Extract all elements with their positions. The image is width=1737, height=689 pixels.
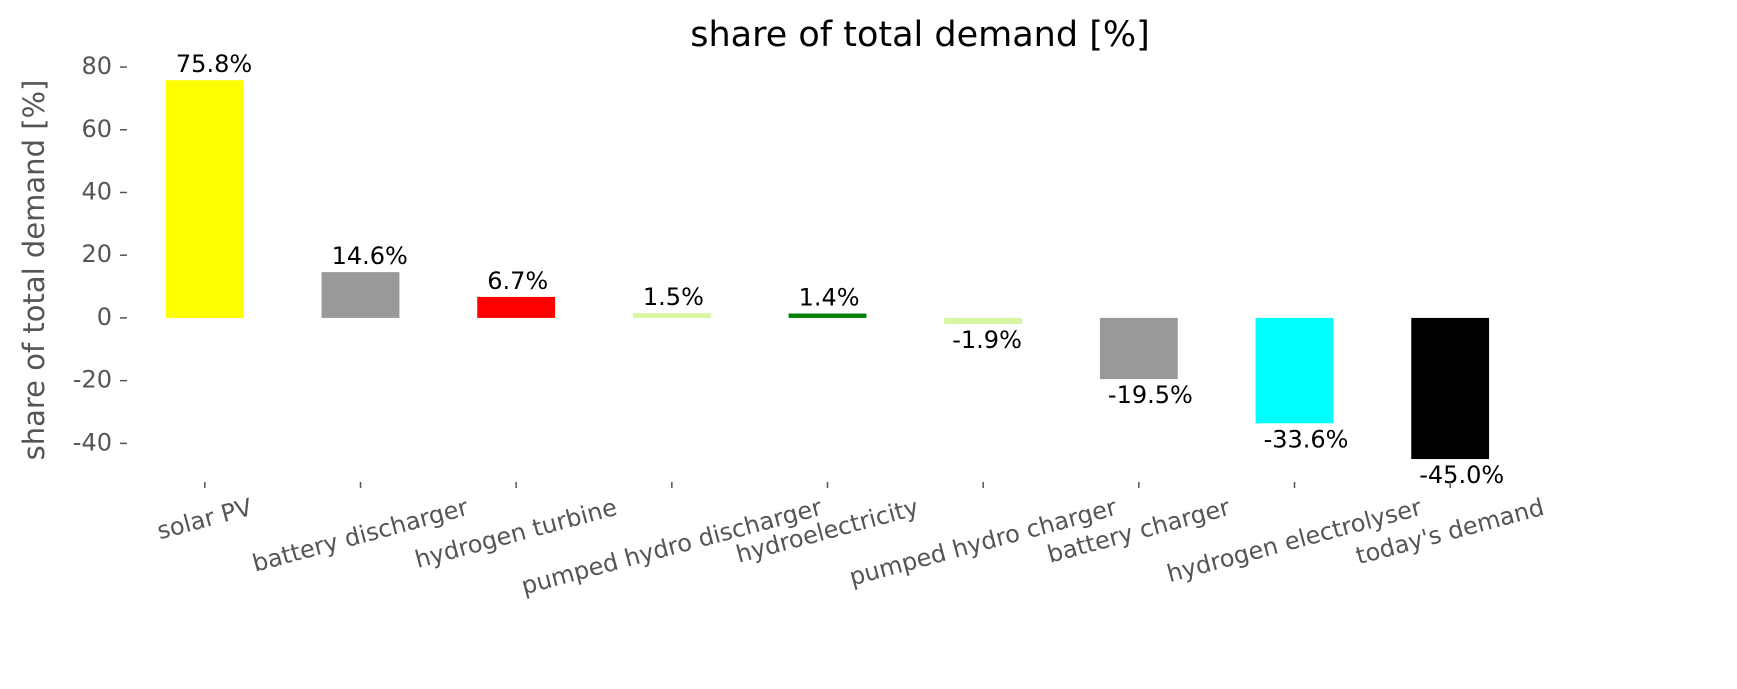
bar	[477, 296, 556, 318]
bar	[788, 313, 867, 318]
y-tick-label: 40	[81, 177, 112, 205]
value-label: 75.8%	[176, 50, 252, 78]
y-tick-label: -20	[73, 366, 112, 394]
value-label: 1.5%	[643, 283, 704, 311]
value-label: 14.6%	[332, 242, 408, 270]
bar	[321, 272, 400, 318]
value-label: 1.4%	[799, 284, 860, 312]
value-label: 6.7%	[487, 267, 548, 295]
y-tick-label: 80	[81, 52, 112, 80]
y-tick-label: 60	[81, 115, 112, 143]
bar	[944, 317, 1023, 324]
bar	[165, 80, 244, 318]
value-label: -19.5%	[1108, 381, 1193, 409]
bar	[1411, 317, 1490, 460]
y-axis-label: share of total demand [%]	[17, 80, 51, 461]
bar	[1099, 317, 1178, 380]
bar	[1255, 317, 1334, 424]
chart-title: share of total demand [%]	[690, 15, 1150, 55]
y-tick-label: 20	[81, 240, 112, 268]
value-label: -1.9%	[952, 326, 1022, 354]
value-label: -33.6%	[1264, 425, 1349, 453]
bar	[632, 313, 711, 318]
x-tick-label: solar PV	[154, 493, 255, 545]
value-label: -45.0%	[1419, 461, 1504, 489]
y-tick-label: 0	[97, 303, 112, 331]
y-tick-label: -40	[73, 428, 112, 456]
